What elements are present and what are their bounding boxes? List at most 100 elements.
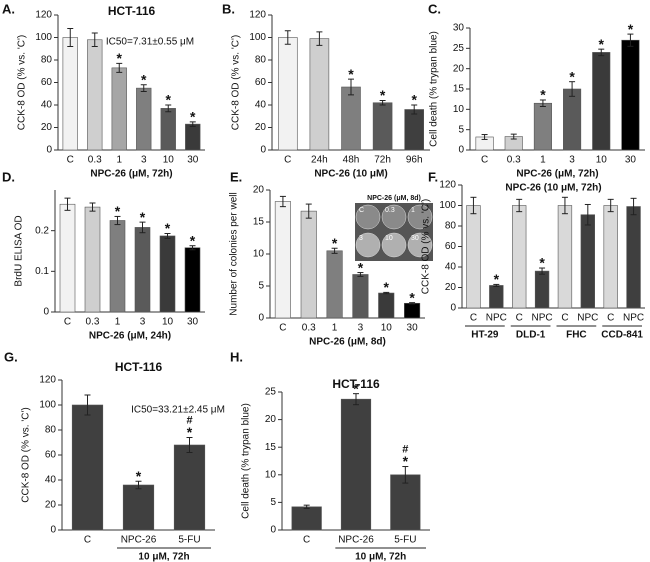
bar: [626, 206, 641, 309]
bar: [291, 506, 322, 531]
bar: [378, 292, 395, 319]
significance-star: *: [115, 203, 121, 219]
x-tick-label: NPC: [623, 313, 644, 324]
panel-title: HCT-116: [108, 4, 156, 18]
bar: [489, 285, 504, 309]
group-label: FHC: [566, 330, 587, 341]
y-tick-label: 20: [445, 282, 457, 293]
y-axis-label: Number of colonies per well: [229, 192, 240, 315]
x-tick-label: 96h: [406, 155, 423, 166]
x-axis-label: 10 μM, 72h: [355, 552, 406, 562]
x-tick-label: C: [303, 535, 310, 546]
y-tick-label: 40: [255, 100, 267, 111]
panel-title: HCT-116: [332, 377, 380, 391]
significance-star: *: [494, 271, 500, 287]
bar: [71, 404, 104, 531]
inset-well: [355, 232, 381, 258]
significance-star: *: [411, 92, 417, 108]
y-tick-label: 0: [270, 525, 276, 536]
y-axis-label: Cell death (% trypan blue): [241, 403, 252, 519]
y-tick-label: 60: [255, 77, 267, 88]
x-tick-label: 0.3: [86, 317, 100, 328]
inset-label: 10: [385, 235, 393, 242]
y-tick-label: 0.1: [35, 266, 49, 277]
y-tick-label: 120: [249, 10, 266, 21]
y-axis-label: BrdU ELISA OD: [14, 215, 25, 286]
panel-label: C.: [428, 1, 441, 16]
x-tick-label: C: [607, 313, 614, 324]
annotation: IC50=33.21±2.45 μM: [131, 405, 225, 416]
significance-star: *: [165, 220, 171, 236]
y-tick-label: 0: [258, 313, 264, 324]
panel-label: A.: [2, 1, 15, 16]
x-tick-label: 30: [407, 323, 419, 334]
x-axis-label: NPC-26 (10 μM): [314, 169, 387, 180]
x-tick-label: 3: [569, 155, 575, 166]
inset-well: [381, 232, 407, 258]
x-tick-label: 30: [187, 317, 199, 328]
x-tick-label: 24h: [311, 155, 328, 166]
inset-well: [381, 204, 407, 230]
inset-label: 30: [411, 235, 419, 242]
bar: [603, 205, 618, 309]
panel-label: D.: [2, 169, 15, 184]
significance-hash: #: [402, 443, 408, 455]
bar: [136, 87, 152, 151]
y-tick-label: 20: [41, 122, 53, 133]
bar: [621, 39, 640, 151]
x-tick-label: 1: [332, 323, 338, 334]
inset-label: 1: [411, 207, 415, 214]
panel: C.Cell death (% trypan blue)051015202530…: [428, 1, 645, 180]
x-tick-label: 5-FU: [394, 535, 416, 546]
bar: [563, 88, 582, 151]
x-axis-label: NPC-26 (μM, 8d): [309, 337, 386, 348]
x-tick-label: C: [84, 535, 91, 546]
x-tick-label: 30: [187, 155, 199, 166]
significance-star: *: [141, 71, 147, 87]
bar: [184, 247, 201, 313]
panel: E. Number of colonies per well 0 5 10 15 20 C 0.…: [229, 169, 433, 348]
significance-star: *: [540, 87, 546, 103]
bar: [352, 274, 369, 319]
significance-star: *: [403, 453, 409, 469]
bar: [341, 86, 361, 151]
inset-label: C: [359, 207, 364, 214]
y-axis-label: CCK-8 OD (% vs. 'C'): [17, 35, 28, 131]
bar: [185, 123, 201, 151]
bar: [159, 235, 176, 313]
significance-star: *: [332, 235, 338, 251]
x-tick-label: C: [64, 317, 71, 328]
inset-well: [355, 204, 381, 230]
x-tick-label: 72h: [374, 155, 391, 166]
significance-star: *: [136, 468, 142, 484]
significance-star: *: [190, 232, 196, 248]
x-tick-label: NPC: [577, 313, 598, 324]
x-tick-label: C: [516, 313, 523, 324]
x-tick-label: 1: [540, 155, 546, 166]
inset-well: [407, 232, 433, 258]
y-tick-label: 80: [45, 425, 57, 436]
significance-star: *: [539, 255, 545, 271]
x-tick-label: C: [284, 155, 291, 166]
significance-star: *: [380, 87, 386, 103]
y-axis-label: CCK-8 OD (% vs. 'C'): [421, 199, 432, 295]
x-axis-label: 10 μM, 72h: [138, 552, 189, 562]
y-tick-label: 10: [253, 249, 265, 260]
y-tick-label: 60: [45, 450, 57, 461]
x-tick-label: 5-FU: [178, 535, 200, 546]
y-tick-label: 20: [265, 414, 277, 425]
significance-star: *: [353, 380, 359, 396]
inset-label: 0.3: [385, 207, 395, 214]
bar: [122, 484, 155, 531]
x-tick-label: C: [481, 155, 488, 166]
x-axis-label: NPC-26 (μM, 72h): [90, 169, 172, 180]
x-tick-label: 10: [381, 323, 393, 334]
y-tick-label: 20: [253, 185, 265, 196]
panel-label: B.: [222, 1, 235, 16]
x-tick-label: 1: [115, 317, 121, 328]
group-label: DLD-1: [516, 330, 546, 341]
y-tick-label: 0: [50, 525, 56, 536]
bar: [340, 398, 372, 531]
x-tick-label: C: [470, 313, 477, 324]
y-tick-label: 0: [260, 145, 266, 156]
